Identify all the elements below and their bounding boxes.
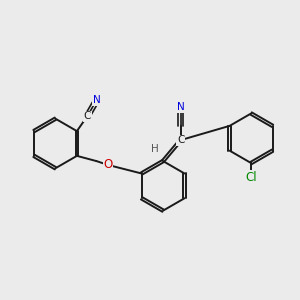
Text: Cl: Cl [245,171,257,184]
Text: C: C [177,135,184,145]
Text: N: N [93,95,101,105]
Text: C: C [84,111,91,121]
Text: H: H [151,144,158,154]
Text: O: O [103,158,113,172]
Text: N: N [177,103,184,112]
